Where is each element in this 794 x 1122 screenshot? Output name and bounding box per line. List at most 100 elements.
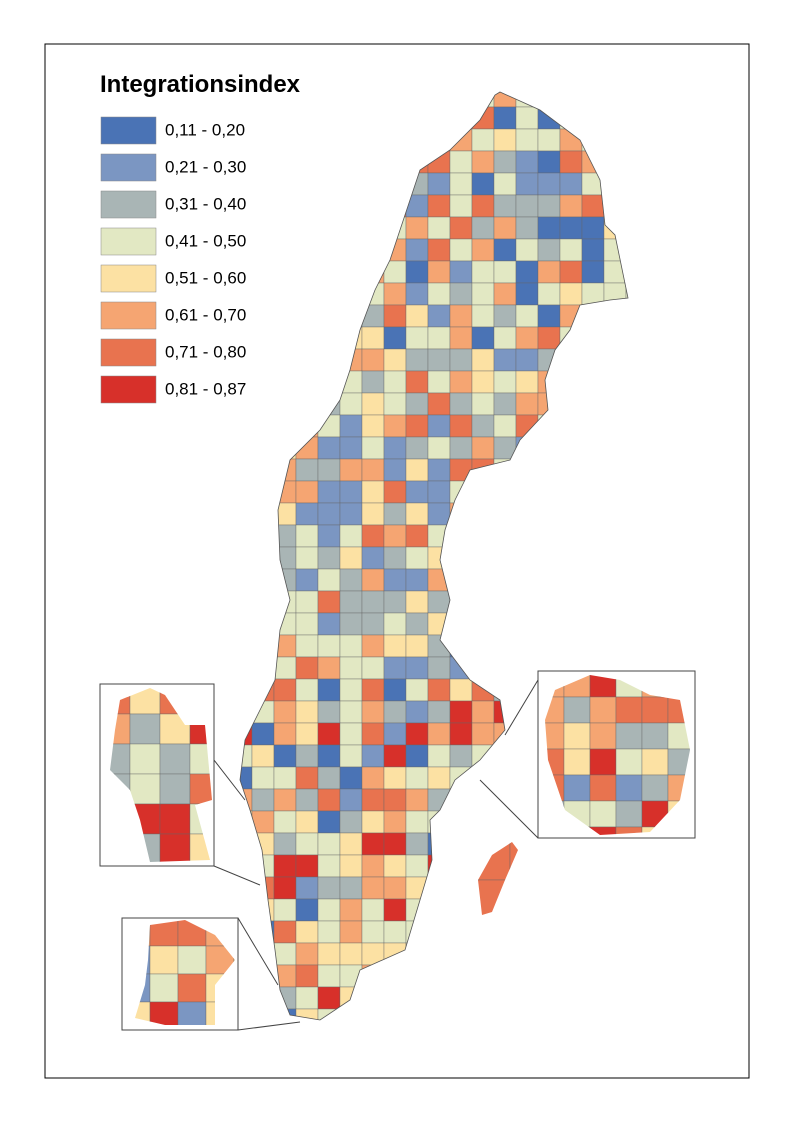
municipality	[405, 1008, 429, 1020]
municipality	[537, 194, 561, 218]
inset-frame	[537, 670, 696, 839]
municipality	[339, 942, 363, 966]
municipality	[515, 414, 539, 438]
municipality	[317, 612, 341, 636]
municipality	[405, 260, 429, 284]
municipality	[427, 678, 451, 702]
municipality	[317, 546, 341, 570]
municipality	[233, 945, 235, 975]
municipality	[427, 260, 451, 284]
municipality	[159, 773, 191, 805]
municipality	[273, 370, 297, 394]
municipality	[641, 675, 669, 698]
municipality	[449, 568, 473, 592]
municipality	[581, 150, 605, 174]
municipality	[273, 106, 297, 130]
municipality	[317, 898, 341, 922]
municipality	[361, 678, 385, 702]
municipality	[240, 524, 253, 548]
municipality	[129, 833, 161, 862]
municipality	[694, 697, 720, 723]
municipality	[273, 678, 297, 702]
municipality	[383, 458, 407, 482]
municipality	[339, 150, 363, 174]
municipality	[405, 568, 429, 592]
municipality	[471, 546, 495, 570]
municipality	[361, 1008, 385, 1020]
municipality	[361, 766, 385, 790]
municipality	[190, 864, 220, 894]
municipality	[515, 788, 539, 812]
municipality	[129, 803, 161, 835]
municipality	[295, 788, 319, 812]
municipality	[317, 942, 341, 966]
municipality	[361, 172, 385, 196]
municipality	[471, 964, 495, 988]
municipality	[295, 502, 319, 526]
municipality	[295, 810, 319, 834]
municipality	[149, 973, 179, 1003]
municipality	[509, 879, 518, 915]
municipality	[471, 766, 495, 790]
municipality	[361, 722, 385, 746]
municipality	[405, 282, 429, 306]
municipality	[240, 832, 253, 856]
municipality	[471, 392, 495, 416]
municipality	[537, 810, 561, 834]
municipality	[295, 150, 319, 174]
municipality	[317, 1008, 341, 1020]
municipality	[641, 800, 669, 828]
municipality	[339, 414, 363, 438]
municipality	[383, 216, 407, 240]
municipality	[625, 238, 628, 262]
municipality	[273, 326, 297, 350]
municipality	[159, 803, 191, 835]
municipality	[205, 920, 235, 947]
municipality	[405, 722, 429, 746]
municipality	[273, 502, 297, 526]
municipality	[317, 392, 341, 416]
municipality	[405, 502, 429, 526]
municipality	[625, 370, 628, 394]
municipality	[559, 392, 583, 416]
municipality	[471, 678, 495, 702]
municipality	[339, 304, 363, 328]
municipality	[581, 876, 605, 900]
municipality	[493, 810, 517, 834]
municipality	[449, 238, 473, 262]
municipality	[427, 370, 451, 394]
municipality	[559, 524, 583, 548]
legend-label: 0,51 - 0,60	[165, 268, 246, 287]
municipality	[339, 876, 363, 900]
municipality	[559, 458, 583, 482]
municipality	[339, 106, 363, 130]
municipality	[427, 348, 451, 372]
municipality	[273, 788, 297, 812]
municipality	[603, 414, 627, 438]
municipality	[273, 260, 297, 284]
municipality	[295, 744, 319, 768]
municipality	[563, 722, 591, 750]
municipality	[427, 898, 451, 922]
municipality	[251, 304, 275, 328]
municipality	[361, 854, 385, 878]
municipality	[383, 172, 407, 196]
municipality	[405, 392, 429, 416]
municipality	[493, 106, 517, 130]
municipality	[240, 436, 253, 460]
municipality	[339, 260, 363, 284]
municipality	[581, 370, 605, 394]
municipality	[537, 898, 561, 922]
municipality	[427, 480, 451, 504]
municipality	[493, 326, 517, 350]
municipality	[189, 688, 212, 715]
municipality	[449, 326, 473, 350]
municipality	[383, 414, 407, 438]
municipality	[361, 832, 385, 856]
municipality	[405, 920, 429, 944]
municipality	[625, 458, 628, 482]
municipality	[339, 678, 363, 702]
municipality	[361, 788, 385, 812]
municipality	[361, 524, 385, 548]
municipality	[493, 414, 517, 438]
